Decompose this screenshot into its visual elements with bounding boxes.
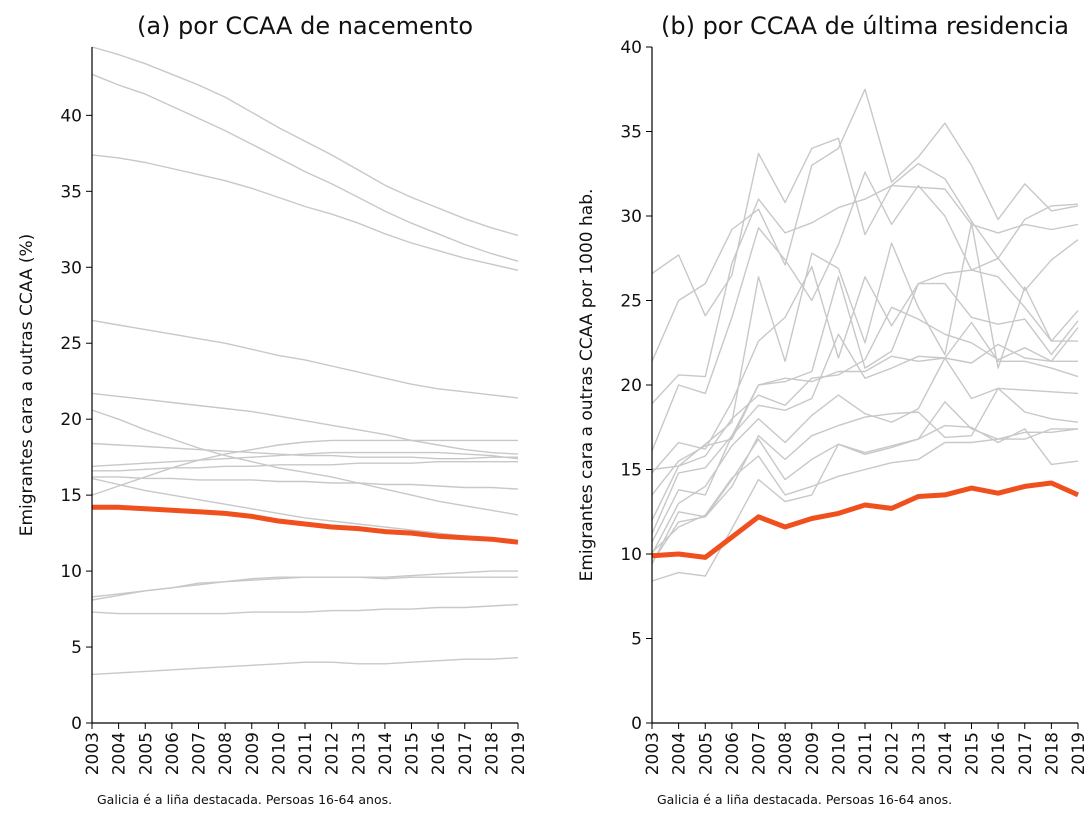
line: [651, 276, 1079, 496]
highlight-line: [651, 480, 1080, 560]
x-tick-label: 2011: [296, 732, 316, 775]
x-tick-label: 2013: [909, 732, 929, 775]
x-tick-label: 2019: [1069, 732, 1089, 775]
line: [91, 576, 518, 601]
y-tick-label: 15: [60, 486, 82, 506]
x-tick-label: 2003: [643, 732, 663, 775]
x-tick-label: 2018: [1042, 732, 1062, 775]
line: [91, 657, 519, 676]
y-axis-label: Emigrantes cara a outras CCAA por 1000 h…: [577, 189, 597, 582]
note: Galicia é a liña destacada. Persoas 16-6…: [97, 792, 392, 807]
y-tick-label: 0: [631, 714, 642, 734]
x-tick-label: 2014: [936, 732, 956, 775]
y-tick-label: 30: [620, 207, 642, 227]
line: [651, 321, 1079, 543]
line: [651, 266, 1079, 474]
line: [651, 88, 1079, 362]
y-tick-label: 35: [60, 182, 82, 202]
chart-title: (b) por CCAA de última residencia: [661, 12, 1069, 40]
line: [91, 392, 519, 455]
line: [91, 603, 519, 615]
y-tick-label: 20: [620, 376, 642, 396]
y-tick-label: 10: [620, 545, 642, 565]
line: [651, 171, 1079, 452]
y-tick-label: 40: [60, 106, 82, 126]
x-tick-label: 2003: [83, 732, 103, 775]
line: [91, 154, 519, 271]
x-tick-label: 2016: [989, 732, 1009, 775]
line: [91, 439, 518, 496]
x-tick-label: 2010: [829, 732, 849, 775]
x-tick-label: 2014: [376, 732, 396, 775]
line: [92, 461, 518, 472]
y-axis-label: Emigrantes cara a outras CCAA (%): [17, 234, 37, 537]
x-tick-label: 2005: [136, 732, 156, 775]
x-tick-label: 2007: [190, 732, 210, 775]
line: [91, 451, 519, 467]
line: [91, 319, 519, 399]
line: [651, 401, 1079, 563]
chart-title: (a) por CCAA de nacemento: [137, 12, 473, 40]
line: [651, 357, 1079, 555]
x-tick-label: 2006: [723, 732, 743, 775]
line: [91, 46, 519, 237]
y-tick-label: 20: [60, 410, 82, 430]
x-tick-label: 2012: [883, 732, 903, 775]
x-tick-label: 2009: [243, 732, 263, 775]
x-tick-label: 2012: [323, 732, 343, 775]
line: [651, 222, 1078, 471]
line: [651, 184, 1079, 405]
y-tick-label: 35: [620, 123, 642, 143]
y-tick-label: 30: [60, 258, 82, 278]
x-tick-label: 2017: [456, 732, 476, 775]
line: [651, 387, 1079, 565]
x-tick-label: 2009: [803, 732, 823, 775]
note: Galicia é a liña destacada. Persoas 16-6…: [657, 792, 952, 807]
y-tick-label: 5: [71, 638, 82, 658]
x-tick-label: 2018: [482, 732, 502, 775]
x-tick-label: 2019: [509, 732, 529, 775]
line: [651, 306, 1079, 521]
line: [91, 442, 518, 460]
line: [651, 428, 1078, 553]
y-tick-label: 25: [60, 334, 82, 354]
y-tick-label: 40: [620, 38, 642, 58]
x-tick-label: 2004: [670, 732, 690, 775]
y-tick-label: 25: [620, 292, 642, 312]
x-tick-label: 2008: [216, 732, 236, 775]
x-tick-label: 2010: [269, 732, 289, 775]
line: [651, 343, 1078, 534]
x-tick-label: 2013: [349, 732, 369, 775]
x-tick-label: 2005: [696, 732, 716, 775]
line: [91, 477, 519, 542]
x-tick-label: 2016: [429, 732, 449, 775]
line: [651, 137, 1079, 317]
x-tick-label: 2008: [776, 732, 796, 775]
x-tick-label: 2011: [856, 732, 876, 775]
line: [92, 476, 519, 490]
line: [91, 570, 518, 598]
x-tick-label: 2007: [750, 732, 770, 775]
x-tick-label: 2004: [110, 732, 130, 775]
line: [91, 73, 519, 262]
y-tick-label: 10: [60, 562, 82, 582]
x-tick-label: 2006: [163, 732, 183, 775]
line: [91, 409, 519, 516]
y-tick-label: 5: [631, 630, 642, 650]
y-tick-label: 0: [71, 714, 82, 734]
y-tick-label: 15: [620, 461, 642, 481]
x-tick-label: 2015: [963, 732, 983, 775]
highlight-line: [92, 504, 519, 545]
x-tick-label: 2017: [1016, 732, 1036, 775]
x-tick-label: 2015: [403, 732, 423, 775]
